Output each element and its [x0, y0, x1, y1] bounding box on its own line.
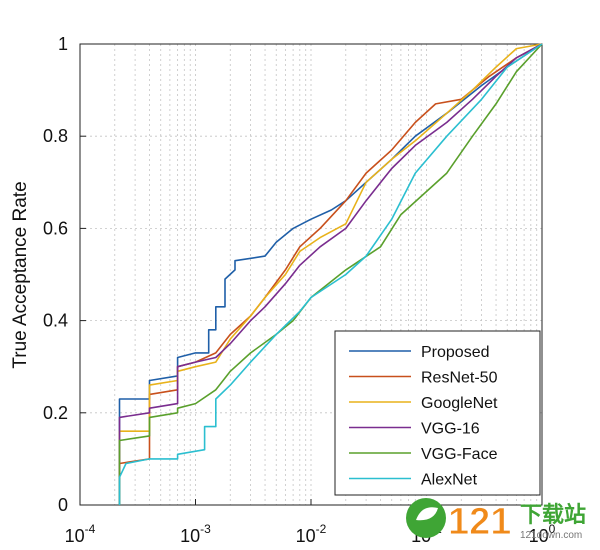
series-line-resnet-50 [118, 43, 543, 505]
x-tick-label: 10-3 [180, 522, 211, 546]
legend-label: GoogleNet [421, 395, 498, 412]
watermark-logo: 121 下载站 121down.com [406, 498, 586, 544]
tick-marks [79, 43, 543, 506]
grid [80, 44, 542, 505]
y-tick-labels: 0 0.2 0.4 0.6 0.8 1 [43, 34, 68, 515]
legend-box [334, 330, 541, 496]
watermark-domain: 121down.com [520, 530, 582, 541]
x-tick-label: 100 [529, 522, 556, 546]
series-line-googlenet [118, 43, 543, 505]
x-tick-label: 10-4 [65, 522, 96, 546]
series-line-vgg-16 [118, 43, 543, 505]
legend: Proposed ResNet-50 GoogleNet VGG-16 VGG-Face… [334, 330, 541, 496]
series-line-alexnet [118, 43, 543, 505]
legend-label: AlexNet [421, 472, 478, 489]
y-tick-label: 0 [58, 495, 68, 515]
y-tick-label: 0.2 [43, 403, 68, 423]
y-axis-title: True Acceptance Rate [10, 181, 31, 368]
y-tick-label: 1 [58, 34, 68, 54]
legend-label: VGG-16 [421, 421, 480, 438]
legend-label: Proposed [421, 344, 490, 361]
y-tick-label: 0.6 [43, 218, 68, 238]
watermark-number: 121 [448, 501, 511, 543]
y-tick-label: 0.4 [43, 311, 68, 331]
series-line-vgg-face [118, 43, 543, 505]
series-lines [118, 43, 543, 505]
x-tick-label: 10-2 [296, 522, 327, 546]
legend-label: VGG-Face [421, 446, 498, 463]
legend-label: ResNet-50 [421, 370, 498, 387]
y-tick-label: 0.8 [43, 126, 68, 146]
watermark-cn-text: 下载站 [520, 502, 586, 527]
